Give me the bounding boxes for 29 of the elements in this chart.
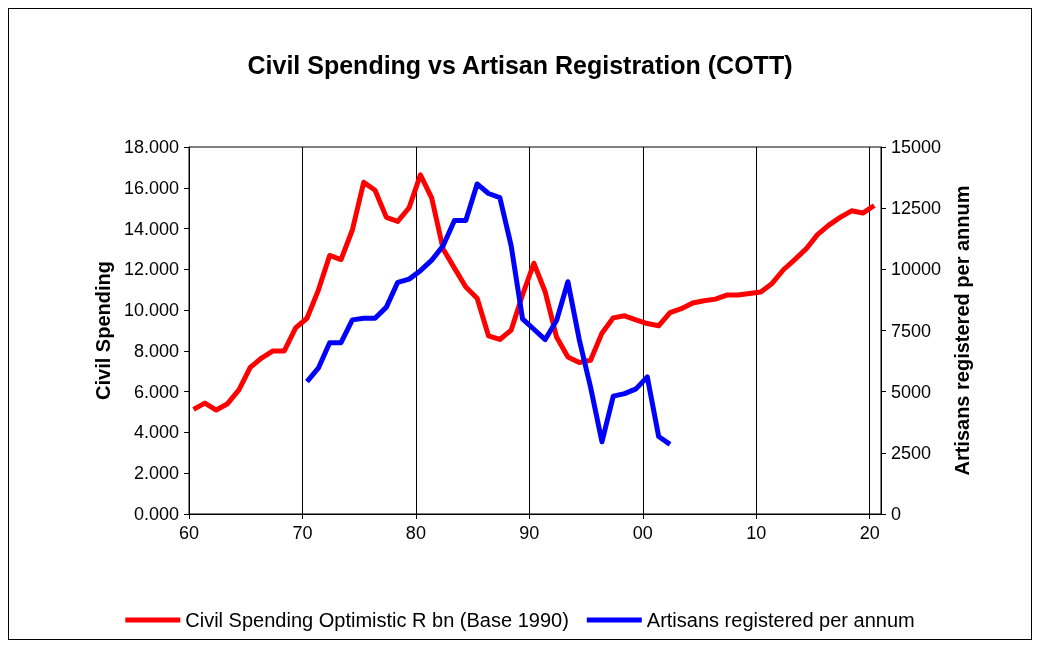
y2-tick-label: 10000 bbox=[891, 259, 942, 280]
x-tick-label: 60 bbox=[178, 523, 200, 543]
y-tick-label: 16.000 bbox=[123, 177, 179, 198]
y-tick-label: 6.000 bbox=[133, 381, 179, 402]
y-tick-label: 10.000 bbox=[123, 300, 179, 321]
y-axis-title: Civil Spending bbox=[92, 261, 115, 400]
y-tick-label: 18.000 bbox=[123, 137, 179, 157]
y2-tick-label: 7500 bbox=[891, 320, 932, 341]
x-tick-label: 80 bbox=[405, 523, 426, 543]
y-tick-label: 12.000 bbox=[123, 259, 179, 280]
x-tick-label: 10 bbox=[746, 523, 767, 543]
y2-tick-label: 0 bbox=[891, 504, 902, 524]
legend-label: Civil Spending Optimistic R bn (Base 1990) bbox=[185, 609, 569, 631]
y-tick-label: 2.000 bbox=[133, 463, 179, 484]
x-tick-label: 90 bbox=[519, 523, 540, 543]
y2-tick-label: 2500 bbox=[891, 442, 932, 463]
y2-axis-title: Artisans registered per annum bbox=[950, 185, 973, 476]
y2-tick-label: 12500 bbox=[891, 198, 942, 219]
x-tick-label: 00 bbox=[632, 523, 653, 543]
y2-tick-label: 5000 bbox=[891, 381, 932, 402]
x-tick-label: 20 bbox=[859, 523, 880, 543]
y2-tick-label: 15000 bbox=[891, 137, 942, 157]
y-tick-label: 14.000 bbox=[123, 218, 179, 239]
y-tick-label: 0.000 bbox=[133, 504, 179, 524]
chart-title: Civil Spending vs Artisan Registration (COTT) bbox=[247, 50, 793, 79]
y-tick-label: 4.000 bbox=[133, 422, 179, 443]
legend-label: Artisans registered per annum bbox=[646, 609, 915, 631]
y-tick-label: 8.000 bbox=[133, 340, 179, 361]
x-tick-label: 70 bbox=[292, 523, 313, 543]
